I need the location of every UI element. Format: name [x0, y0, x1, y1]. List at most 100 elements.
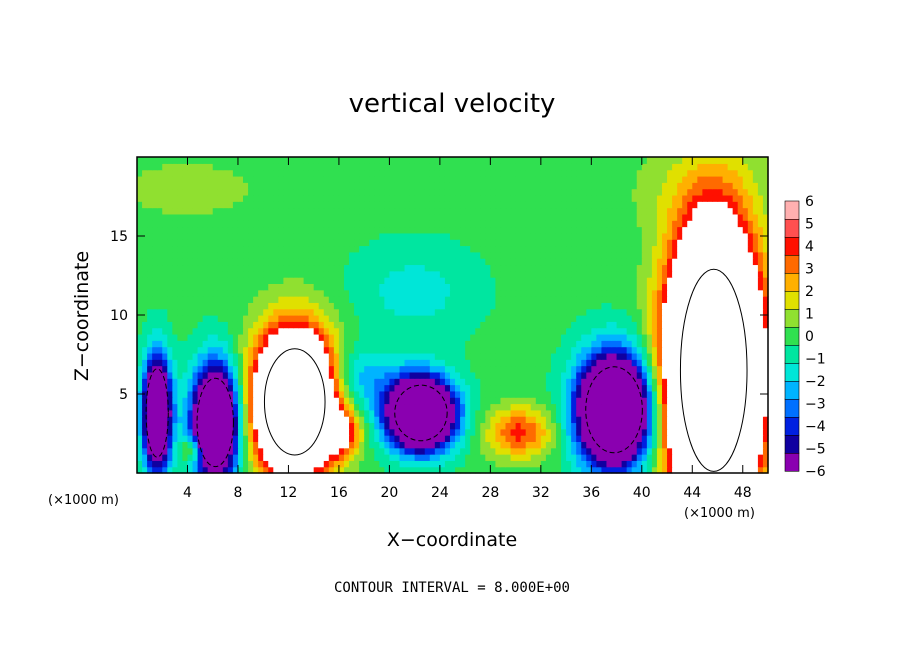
field-cell — [692, 327, 698, 335]
field-cell — [268, 397, 274, 405]
field-cell — [369, 403, 375, 411]
field-cell — [465, 454, 471, 461]
field-cell — [540, 251, 547, 259]
field-cell — [243, 296, 249, 303]
field-cell — [167, 251, 173, 259]
field-cell — [737, 289, 744, 297]
field-cell — [682, 251, 688, 259]
field-cell — [192, 454, 199, 461]
field-cell — [540, 264, 547, 272]
field-cell — [444, 428, 451, 436]
field-cell — [631, 283, 638, 291]
field-cell — [530, 264, 537, 272]
field-cell — [283, 340, 290, 348]
field-cell — [444, 454, 451, 461]
field-cell — [641, 422, 648, 430]
field-cell — [732, 220, 739, 228]
field-cell — [656, 226, 663, 234]
field-cell — [722, 321, 729, 329]
field-cell — [631, 308, 638, 316]
field-cell — [687, 428, 693, 436]
field-cell — [273, 390, 279, 398]
field-cell — [217, 327, 224, 335]
field-cell — [142, 289, 148, 297]
field-cell — [495, 308, 502, 316]
field-cell — [333, 327, 340, 335]
field-cell — [757, 245, 764, 253]
field-cell — [273, 428, 279, 436]
field-cell — [157, 302, 163, 310]
field-cell — [212, 460, 219, 468]
field-cell — [561, 327, 567, 335]
field-cell — [510, 397, 517, 405]
field-cell — [485, 378, 491, 386]
field-cell — [323, 359, 330, 367]
field-cell — [667, 251, 673, 259]
field-cell — [561, 384, 567, 392]
field-cell — [167, 289, 173, 297]
field-cell — [576, 296, 582, 303]
field-cell — [333, 321, 340, 329]
field-cell — [707, 390, 714, 398]
field-cell — [389, 321, 396, 329]
field-cell — [207, 346, 214, 354]
field-cell — [308, 359, 315, 367]
field-cell — [232, 466, 239, 474]
field-cell — [394, 403, 401, 411]
field-cell — [550, 435, 557, 442]
field-cell — [359, 302, 365, 310]
field-cell — [470, 416, 476, 424]
field-cell — [581, 245, 587, 253]
field-cell — [581, 378, 587, 386]
field-cell — [162, 365, 168, 373]
field-cell — [293, 251, 300, 259]
field-cell — [434, 327, 441, 335]
field-cell — [449, 409, 456, 417]
field-cell — [248, 466, 254, 474]
field-cell — [480, 226, 486, 234]
field-cell — [439, 232, 446, 240]
field-cell — [449, 384, 456, 392]
field-cell — [313, 232, 320, 240]
field-cell — [621, 359, 628, 367]
field-cell — [212, 239, 219, 247]
field-cell — [717, 258, 724, 266]
field-cell — [455, 239, 461, 247]
field-cell — [318, 327, 325, 335]
field-cell — [399, 466, 406, 474]
field-cell — [308, 220, 315, 228]
field-cell — [137, 340, 143, 348]
field-cell — [601, 270, 608, 278]
field-cell — [207, 340, 214, 348]
field-cell — [495, 460, 502, 468]
field-cell — [606, 371, 613, 379]
field-cell — [525, 416, 532, 424]
field-cell — [525, 352, 532, 360]
field-cell — [656, 327, 663, 335]
field-cell — [747, 264, 754, 272]
field-cell — [268, 346, 274, 354]
field-cell — [636, 315, 643, 322]
field-cell — [349, 340, 355, 348]
field-cell — [389, 346, 396, 354]
field-cell — [263, 466, 269, 474]
field-cell — [142, 466, 148, 474]
field-cell — [672, 447, 678, 455]
field-cell — [404, 397, 411, 405]
field-cell — [455, 245, 461, 253]
field-cell — [338, 422, 345, 430]
field-cell — [601, 277, 608, 284]
field-cell — [147, 384, 153, 392]
field-cell — [414, 378, 421, 386]
field-cell — [404, 384, 411, 392]
field-cell — [455, 264, 461, 272]
field-cell — [389, 441, 396, 449]
field-cell — [465, 403, 471, 411]
field-cell — [505, 384, 512, 392]
field-cell — [288, 378, 295, 386]
field-cell — [364, 333, 370, 341]
field-cell — [540, 428, 547, 436]
field-cell — [308, 277, 315, 284]
field-cell — [732, 359, 739, 367]
field-cell — [530, 397, 537, 405]
